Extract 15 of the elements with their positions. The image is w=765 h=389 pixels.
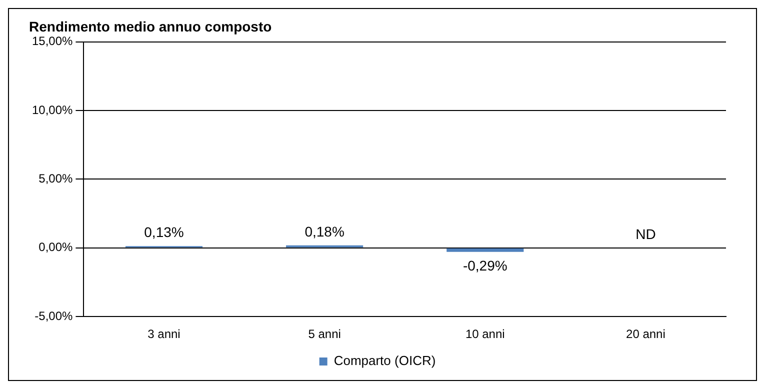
y-tick-label: 10,00% [32,102,74,117]
text: ND [636,226,656,242]
y-tick-label: 15,00% [32,34,74,48]
x-tick-label: 10 anni [465,327,505,342]
data-label: -0,29% [462,258,508,274]
x-tick-label: 3 anni [148,327,180,342]
y-tick-label: -5,00% [34,308,74,323]
x-tick-label: 5 anni [308,327,341,342]
data-label: 0,18% [304,223,344,240]
y-tick-label: 5,00% [38,172,74,186]
y-tick-label: 0,00% [38,240,74,254]
chart-title: Rendimento medio annuo composto [29,18,272,34]
x-tick-label: 20 anni [626,327,666,342]
data-label: 0,13% [144,224,184,240]
legend-label: Comparto (OICR) [334,353,436,368]
